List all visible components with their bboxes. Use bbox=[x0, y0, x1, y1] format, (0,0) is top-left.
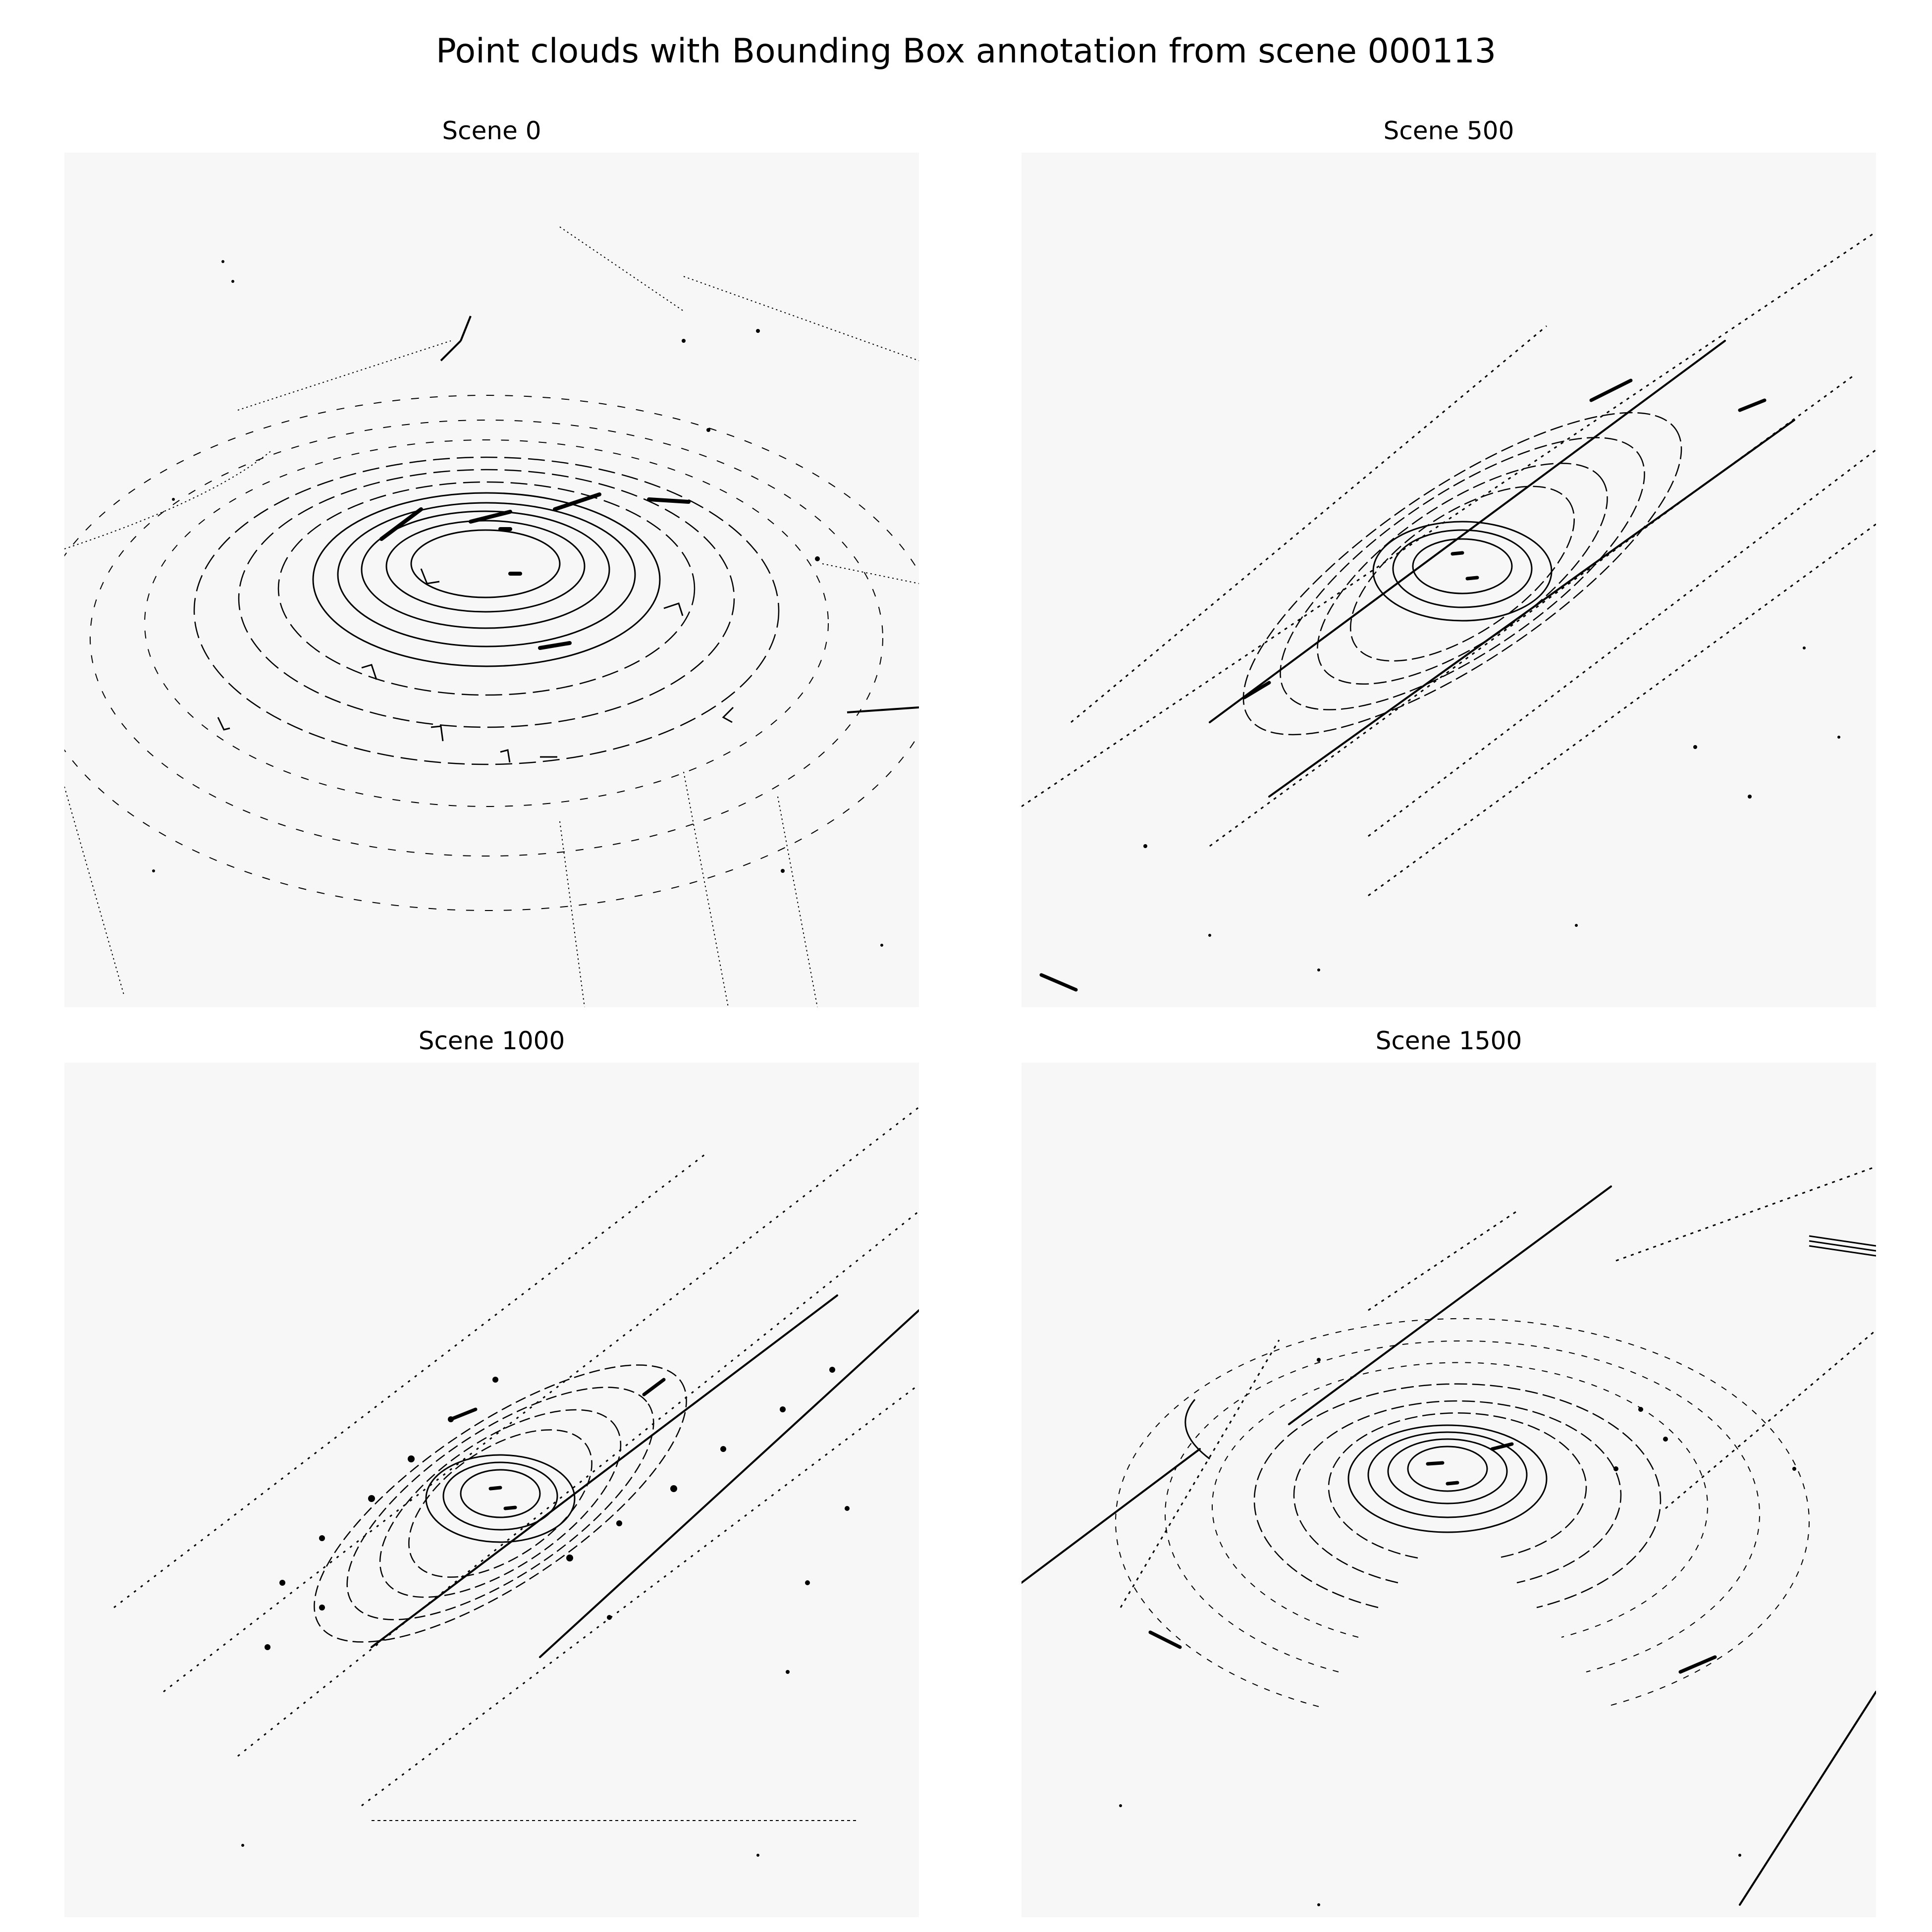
figure-title: Point clouds with Bounding Box annotatio… bbox=[435, 32, 1497, 71]
panel-title-scene-0: Scene 0 bbox=[442, 116, 541, 145]
panel-title-scene-1000: Scene 1000 bbox=[418, 1026, 565, 1055]
point-cloud-panel-scene-500 bbox=[1021, 153, 1876, 1007]
panel-title-scene-1500: Scene 1500 bbox=[1375, 1026, 1522, 1055]
point-cloud-render-scene-1500 bbox=[1021, 1166, 1876, 1906]
point-cloud-panel-scene-1000 bbox=[64, 1063, 919, 1917]
panel-title-scene-500: Scene 500 bbox=[1383, 116, 1514, 145]
point-cloud-panel-scene-0 bbox=[64, 153, 919, 1007]
point-cloud-panel-scene-1500 bbox=[1021, 1063, 1876, 1917]
point-cloud-render-scene-1000 bbox=[113, 1106, 919, 1857]
point-cloud-render-scene-0 bbox=[64, 226, 919, 1007]
point-cloud-render-scene-500 bbox=[1021, 231, 1876, 992]
